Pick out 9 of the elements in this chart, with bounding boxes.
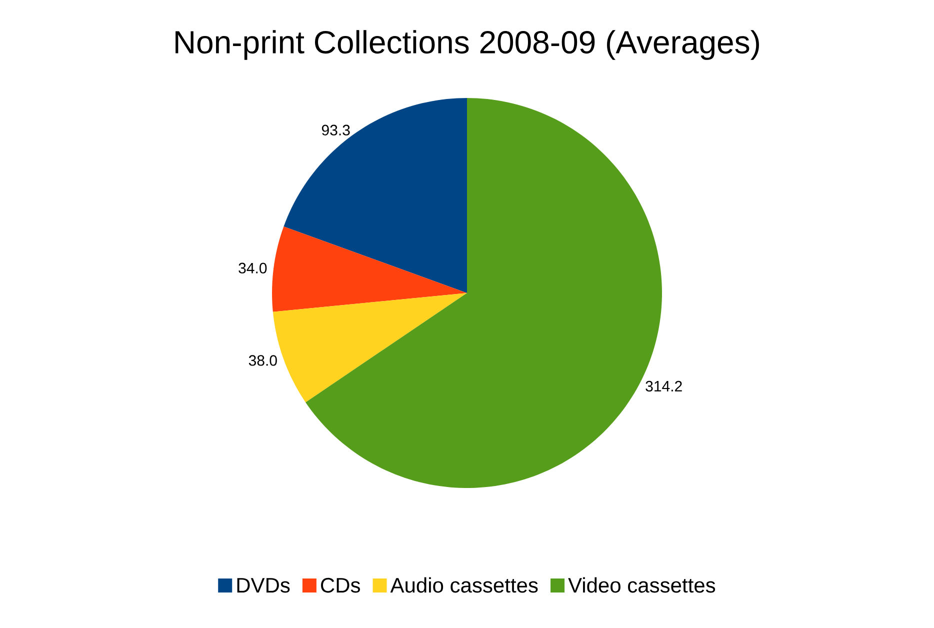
legend-label: DVDs [237,578,290,593]
legend-label: CDs [321,578,360,593]
data-label: 34.0 [238,262,267,274]
data-label: 38.0 [248,355,277,366]
legend-label: Audio cassettes [390,577,538,593]
chart-title: Non-print Collections 2008-09 (Averages) [176,30,759,60]
legend-label: Video cassettes [568,577,716,593]
data-label: 314.2 [646,380,682,392]
data-label: 93.3 [322,124,350,136]
